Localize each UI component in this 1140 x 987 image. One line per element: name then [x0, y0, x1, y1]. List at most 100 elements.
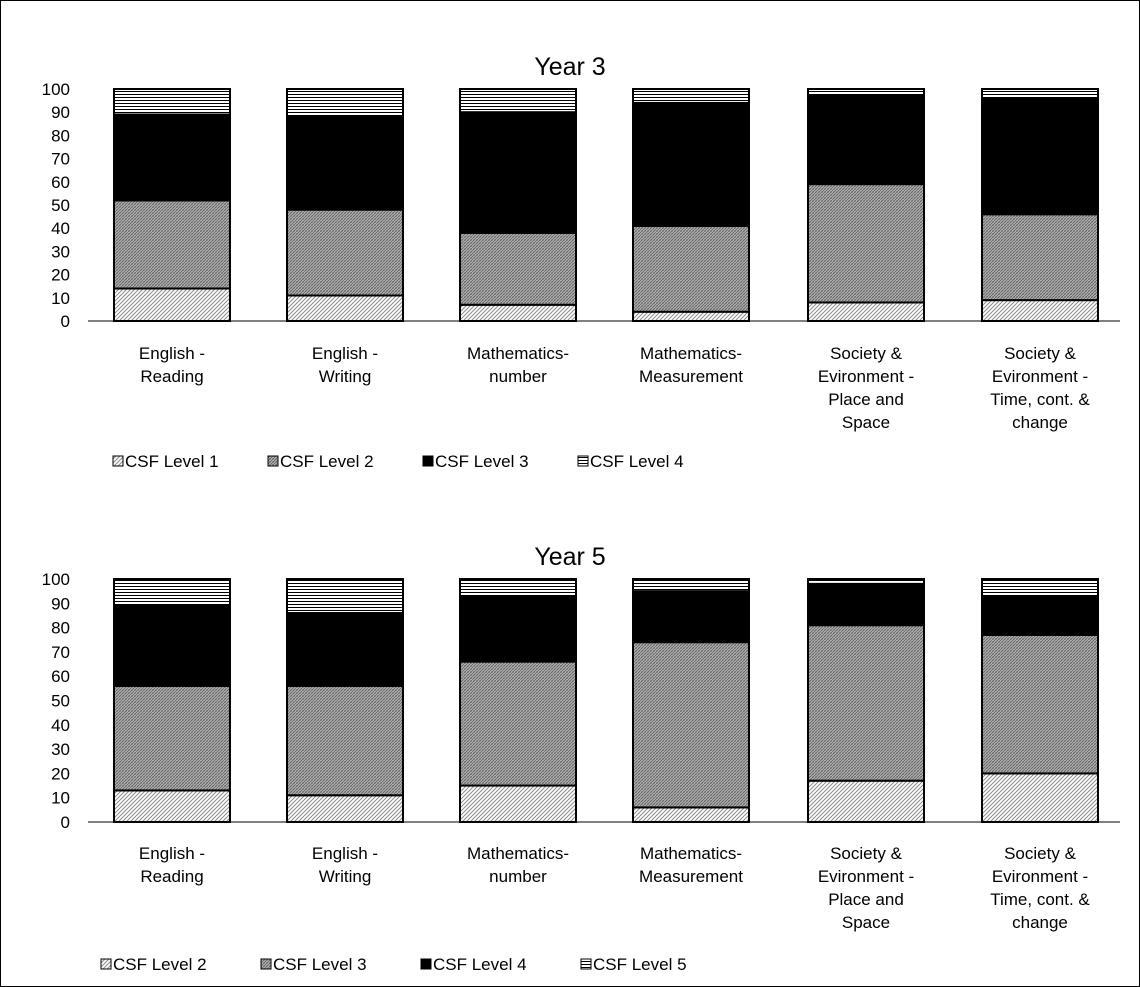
- category-label: Mathematics-Measurement: [639, 844, 743, 886]
- category-label: English -Reading: [139, 344, 205, 386]
- category-label: Mathematics-number: [467, 844, 569, 886]
- bar-segment-csf-level-2: [807, 779, 925, 824]
- bar-segment-csf-level-4: [113, 604, 231, 687]
- bar-segment-csf-level-4: [286, 612, 404, 687]
- bar-segment-csf-level-3: [981, 97, 1099, 216]
- bar-segment-csf-level-4: [632, 590, 750, 644]
- bar-segment-csf-level-5: [286, 578, 404, 615]
- legend-swatch: [260, 958, 272, 970]
- bar-segment-csf-level-3: [286, 684, 404, 797]
- bar-segment-csf-level-2: [632, 806, 750, 823]
- bar-segment-csf-level-3: [807, 94, 925, 186]
- bar-segment-csf-level-4: [981, 88, 1099, 100]
- legend-label: CSF Level 3: [435, 452, 529, 471]
- y-tick-label: 20: [51, 266, 70, 285]
- y-tick-label: 50: [51, 196, 70, 215]
- bar-segment-csf-level-2: [286, 794, 404, 824]
- bar-segment-csf-level-4: [807, 88, 925, 97]
- bar-segment-csf-level-5: [981, 578, 1099, 598]
- category-label: English -Reading: [139, 844, 205, 886]
- y-tick-label: 50: [51, 692, 70, 711]
- bar-segment-csf-level-4: [459, 595, 577, 663]
- y-tick-label: 0: [61, 312, 70, 331]
- chart-title: Year 3: [534, 53, 605, 81]
- y-tick-label: 30: [51, 740, 70, 759]
- bar-segment-csf-level-2: [459, 784, 577, 823]
- bar-segment-csf-level-3: [113, 113, 231, 202]
- bar-segment-csf-level-4: [459, 88, 577, 114]
- category-label: English -Writing: [312, 844, 378, 886]
- category-label: Mathematics-number: [467, 344, 569, 386]
- bar-segment-csf-level-3: [981, 633, 1099, 775]
- chart-title: Year 5: [534, 543, 605, 571]
- y-tick-label: 40: [51, 716, 70, 735]
- bar-segment-csf-level-3: [459, 660, 577, 787]
- y-tick-label: 80: [51, 619, 70, 638]
- legend-swatch: [100, 958, 112, 970]
- y-tick-label: 40: [51, 219, 70, 238]
- bar-segment-csf-level-5: [113, 578, 231, 607]
- bar-segment-csf-level-2: [632, 224, 750, 313]
- bar-segment-csf-level-2: [981, 772, 1099, 824]
- legend-label: CSF Level 5: [593, 955, 687, 974]
- bar-segment-csf-level-3: [807, 624, 925, 782]
- bar-segment-csf-level-2: [981, 213, 1099, 302]
- bar-segment-csf-level-5: [807, 578, 925, 585]
- bar-segment-csf-level-2: [113, 789, 231, 823]
- legend-label: CSF Level 2: [280, 452, 374, 471]
- bar-segment-csf-level-4: [113, 88, 231, 116]
- y-tick-label: 60: [51, 173, 70, 192]
- bar-segment-csf-level-2: [113, 199, 231, 290]
- category-label: Mathematics-Measurement: [639, 344, 743, 386]
- category-label: English -Writing: [312, 344, 378, 386]
- y-tick-label: 100: [42, 80, 70, 99]
- chart-year-3: Year 3 0 10 20 30 40 50 60 70 80 90 100 English -Rea…: [42, 53, 1120, 471]
- bar-segment-csf-level-1: [632, 310, 750, 323]
- legend-label: CSF Level 4: [433, 955, 527, 974]
- y-tick-label: 10: [51, 289, 70, 308]
- bar-segment-csf-level-1: [459, 303, 577, 323]
- legend-swatch: [577, 455, 589, 467]
- category-label: Society & Evironment -Place and Space: [818, 344, 914, 432]
- legend-label: CSF Level 1: [125, 452, 219, 471]
- y-tick-label: 10: [51, 789, 70, 808]
- legend-swatch: [112, 455, 124, 467]
- bar-segment-csf-level-2: [807, 183, 925, 304]
- bar-segment-csf-level-4: [807, 582, 925, 627]
- bar-segment-csf-level-3: [632, 101, 750, 227]
- bar-segment-csf-level-4: [286, 88, 404, 118]
- category-label: Society & Evironment -Place and Space: [818, 844, 914, 932]
- y-tick-label: 100: [42, 570, 70, 589]
- legend-swatch: [422, 455, 434, 467]
- bar-segment-csf-level-2: [459, 231, 577, 306]
- y-tick-label: 70: [51, 643, 70, 662]
- legend-label: CSF Level 4: [590, 452, 684, 471]
- legend-swatch: [580, 958, 592, 970]
- bar-segment-csf-level-1: [113, 287, 231, 322]
- legend-label: CSF Level 3: [273, 955, 367, 974]
- y-tick-label: 60: [51, 667, 70, 686]
- legend-label: CSF Level 2: [113, 955, 207, 974]
- bar-segment-csf-level-5: [459, 578, 577, 598]
- bar-segment-csf-level-3: [459, 111, 577, 234]
- bar-segment-csf-level-4: [632, 88, 750, 104]
- y-tick-label: 30: [51, 242, 70, 261]
- bar-segment-csf-level-3: [286, 115, 404, 211]
- y-tick-label: 0: [61, 813, 70, 832]
- bar-segment-csf-level-4: [981, 595, 1099, 636]
- bar-segment-csf-level-2: [286, 208, 404, 297]
- category-label: Society & Evironment -Time, cont. & change: [990, 344, 1090, 432]
- y-tick-label: 80: [51, 126, 70, 145]
- bar-segment-csf-level-1: [981, 299, 1099, 322]
- y-tick-label: 70: [51, 150, 70, 169]
- bar-segment-csf-level-3: [632, 641, 750, 809]
- legend-swatch: [420, 958, 432, 970]
- legend-swatch: [267, 455, 279, 467]
- category-label: Society & Evironment -Time, cont. & change: [990, 844, 1090, 932]
- y-tick-label: 90: [51, 103, 70, 122]
- bar-segment-csf-level-1: [286, 294, 404, 323]
- y-tick-label: 20: [51, 764, 70, 783]
- bar-segment-csf-level-1: [807, 301, 925, 323]
- chart-year-5: Year 5 0 10 20 30 40 50 60 70 80 90 100 English -Rea…: [42, 543, 1120, 974]
